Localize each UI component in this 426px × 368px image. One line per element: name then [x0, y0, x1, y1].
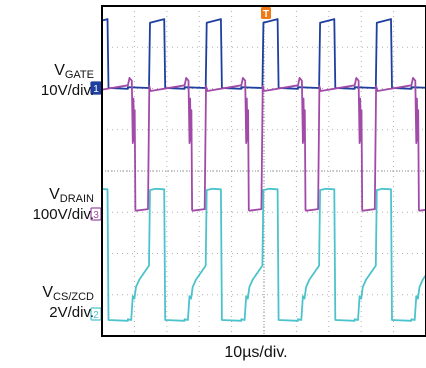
vcs-label: VCS/ZCD 2V/div.: [42, 284, 94, 321]
vdrain-label-sub: DRAIN: [59, 193, 94, 205]
vcs-label-main: V: [42, 284, 54, 301]
channel-marker-drain-text: 3: [93, 210, 99, 221]
vcs-scale: 2V/div.: [49, 303, 94, 321]
trigger-marker: T: [261, 7, 271, 20]
vcs-label-sub: CS/ZCD: [53, 291, 94, 303]
time-scale-label: 10µs/div.: [224, 344, 288, 361]
channel-marker-cs-text: 2: [93, 310, 99, 321]
vgate-label-sub: GATE: [64, 69, 94, 81]
channel-markers: 1 3 2 T: [90, 7, 271, 321]
vgate-label: VGATE 10V/div.: [41, 62, 94, 99]
trace-vgate: [102, 18, 426, 90]
plot-frame: [101, 5, 426, 337]
trigger-marker-text: T: [263, 9, 269, 20]
grid: [102, 6, 426, 336]
vdrain-label: VDRAIN 100V/div.: [33, 186, 94, 223]
trace-vdrain: [102, 77, 426, 212]
trace-vcs-zcd: [102, 187, 426, 322]
vgate-scale: 10V/div.: [40, 81, 94, 99]
traces: [102, 18, 426, 322]
vdrain-label-main: V: [49, 186, 60, 203]
vdrain-scale: 100V/div.: [32, 205, 94, 223]
channel-marker-gate-text: 1: [93, 84, 99, 95]
vgate-label-main: V: [54, 62, 65, 79]
